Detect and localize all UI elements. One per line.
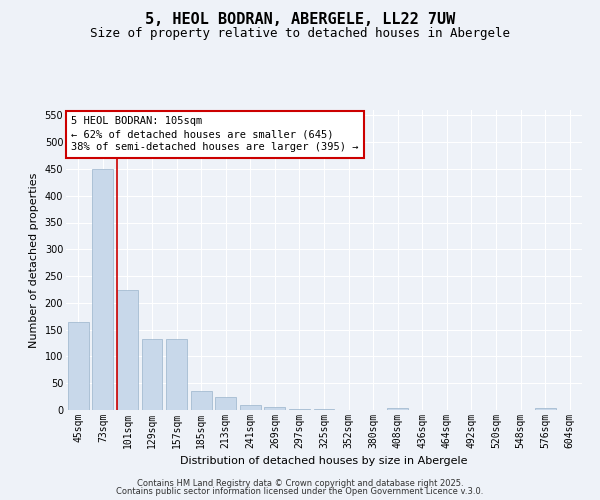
Bar xyxy=(265,408,286,410)
Bar xyxy=(535,408,556,410)
Bar xyxy=(166,339,187,410)
Bar xyxy=(215,396,236,410)
Bar xyxy=(191,390,212,410)
Bar xyxy=(68,322,89,410)
Text: 5 HEOL BODRAN: 105sqm
← 62% of detached houses are smaller (645)
38% of semi-det: 5 HEOL BODRAN: 105sqm ← 62% of detached … xyxy=(71,116,359,152)
Bar xyxy=(117,290,138,410)
Text: 5, HEOL BODRAN, ABERGELE, LL22 7UW: 5, HEOL BODRAN, ABERGELE, LL22 7UW xyxy=(145,12,455,28)
X-axis label: Distribution of detached houses by size in Abergele: Distribution of detached houses by size … xyxy=(180,456,468,466)
Bar xyxy=(92,169,113,410)
Y-axis label: Number of detached properties: Number of detached properties xyxy=(29,172,39,348)
Bar xyxy=(240,405,261,410)
Text: Size of property relative to detached houses in Abergele: Size of property relative to detached ho… xyxy=(90,28,510,40)
Bar xyxy=(387,408,408,410)
Bar xyxy=(142,339,163,410)
Text: Contains public sector information licensed under the Open Government Licence v.: Contains public sector information licen… xyxy=(116,487,484,496)
Text: Contains HM Land Registry data © Crown copyright and database right 2025.: Contains HM Land Registry data © Crown c… xyxy=(137,478,463,488)
Bar xyxy=(314,409,334,410)
Bar xyxy=(289,409,310,410)
